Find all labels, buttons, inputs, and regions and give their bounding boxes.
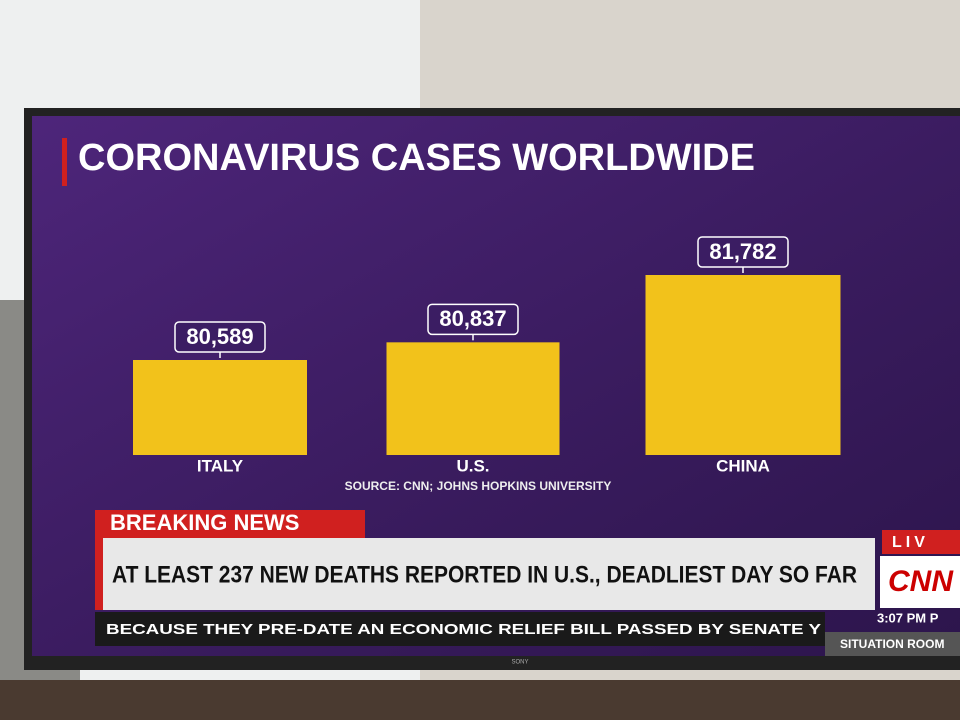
headline: AT LEAST 237 NEW DEATHS REPORTED IN U.S.… (112, 561, 857, 588)
category-label: CHINA (716, 456, 770, 475)
show-box (825, 632, 960, 656)
ticker-bar (95, 612, 825, 646)
breaking-banner (95, 510, 365, 538)
headline-box (95, 538, 875, 610)
network-logo-box (880, 556, 960, 608)
category-label: ITALY (197, 456, 244, 475)
furniture (0, 680, 960, 720)
bar (386, 342, 560, 455)
source-note: SOURCE: CNN; JOHNS HOPKINS UNIVERSITY (345, 479, 612, 493)
headline-accent (95, 538, 103, 610)
chart-title: CORONAVIRUS CASES WORLDWIDE (78, 137, 755, 179)
live-box (882, 530, 960, 554)
live-text: LIV (892, 534, 929, 551)
value-label: 80,589 (186, 324, 253, 349)
value-label: 81,782 (709, 239, 776, 264)
bars: 80,589 ITALY 80,837 U.S. 81,782 CHINA (133, 236, 841, 475)
category-label: U.S. (456, 456, 489, 475)
bar (133, 360, 307, 455)
title-accent (62, 138, 67, 186)
bar (645, 275, 841, 455)
breaking-text: BREAKING NEWS (110, 510, 299, 535)
tv-brand: SONY (511, 660, 528, 666)
time: 3:07 PM P (877, 610, 939, 625)
show-name: SITUATION ROOM (840, 637, 944, 651)
value-label: 80,837 (439, 306, 506, 331)
ticker: BECAUSE THEY PRE-DATE AN ECONOMIC RELIEF… (106, 621, 821, 638)
network-logo: CNN (888, 565, 954, 598)
